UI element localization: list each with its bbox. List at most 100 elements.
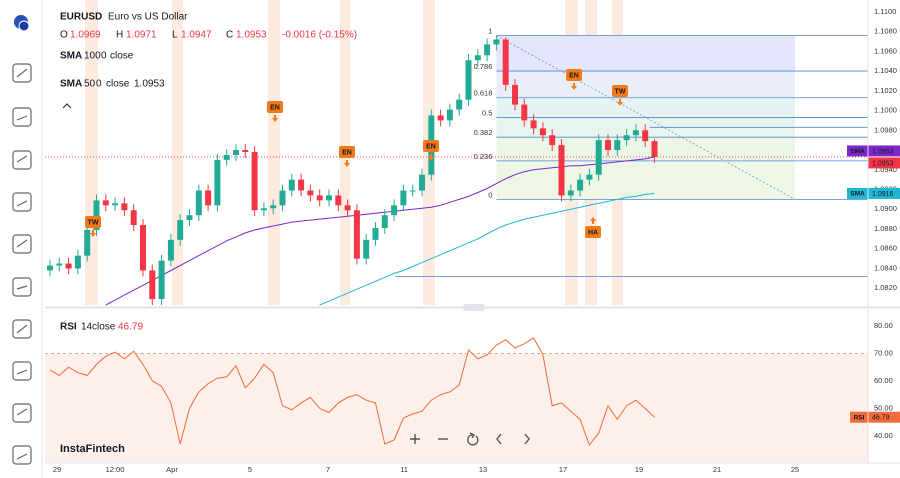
ohlc-label: H <box>116 30 123 41</box>
candle-body <box>632 130 639 136</box>
rsi-tag-name-box <box>850 411 868 423</box>
candle-body <box>195 190 202 216</box>
tool-button[interactable] <box>12 403 32 423</box>
tool-button[interactable] <box>12 277 32 297</box>
candle-body <box>205 190 212 206</box>
tool-button[interactable] <box>12 445 32 465</box>
ohlc-value: 1.0947 <box>181 30 212 41</box>
x-tick-label: 5 <box>248 465 252 474</box>
y-tick-label: 1.1060 <box>874 46 897 55</box>
candle-body <box>158 260 165 300</box>
candle-body <box>642 130 649 142</box>
indicator-period: 100 <box>84 51 101 62</box>
rsi-name: RSI <box>60 322 77 333</box>
candle-body <box>288 179 295 191</box>
y-tick-label: 1.1020 <box>874 86 897 95</box>
rsi-tag-box <box>868 411 900 423</box>
candle-body <box>409 190 416 192</box>
fib-label: 1 <box>488 27 492 36</box>
collapse-button[interactable] <box>62 103 72 109</box>
candle-body <box>233 150 239 155</box>
candle-body <box>456 99 463 110</box>
indicator-period: 50 <box>84 79 96 90</box>
layers: 1 0.786 0.618 0.5 0.382 0.236 0 TW EN EN EN EN TW HA 1… <box>45 0 900 474</box>
tool-button[interactable] <box>12 361 32 381</box>
scroll-right-button[interactable] <box>524 433 530 445</box>
fib-trend-line <box>496 35 796 200</box>
price-change: -0.0016 (-0.15%) <box>282 30 357 41</box>
ohlc-label: C <box>226 30 233 41</box>
y-tick-label: 1.1080 <box>874 27 897 36</box>
tool-glyph <box>16 453 28 460</box>
ohlc-label: O <box>60 30 68 41</box>
tool-button[interactable] <box>12 192 32 212</box>
fib-label: 0.786 <box>474 62 493 71</box>
price-tag-box <box>868 157 900 169</box>
candle-body <box>419 174 425 191</box>
candle-body <box>279 190 286 206</box>
annotation-badge <box>566 69 582 81</box>
candle-body <box>102 200 109 206</box>
annotation-badge <box>85 216 101 228</box>
rsi-value: 46.79 <box>118 322 143 333</box>
indicator-value: 1.0953 <box>134 79 165 90</box>
annotation-label: EN <box>342 149 352 156</box>
rsi-tick-label: 40.00 <box>874 431 893 440</box>
event-band <box>268 0 280 305</box>
annotation-label: HA <box>588 229 598 236</box>
symbol: EURUSD <box>60 12 102 23</box>
rsi-source: close <box>92 322 116 333</box>
candle-body <box>214 159 221 206</box>
x-tick-label: 7 <box>326 465 330 474</box>
candle-body <box>242 150 249 153</box>
tool-button[interactable] <box>12 150 32 170</box>
rsi-period: 14 <box>81 322 93 333</box>
candle-body <box>186 215 193 221</box>
candle-body <box>502 39 509 85</box>
candle-body <box>530 120 537 129</box>
candle-body <box>400 190 407 206</box>
candle-body <box>623 135 630 141</box>
candle-body <box>586 174 593 180</box>
y-tick-label: 1.0860 <box>874 244 897 253</box>
y-tick-label: 1.1040 <box>874 66 897 75</box>
indicator-offset: 0 <box>96 79 102 90</box>
annotation-arrow <box>617 99 623 106</box>
annotation-badge <box>267 101 283 113</box>
candle-body <box>363 239 370 259</box>
candle-body <box>335 195 342 206</box>
annotation-arrow <box>272 115 278 122</box>
rsi-tag-value: 46.79 <box>872 415 890 422</box>
pane-handle[interactable] <box>463 304 485 311</box>
rsi-line <box>49 337 655 447</box>
zoom-in-button[interactable] <box>410 434 420 444</box>
candle-body <box>539 128 546 136</box>
symbol-name: Euro vs US Dollar <box>108 12 188 23</box>
annotation-arrow <box>90 230 96 237</box>
tool-button[interactable] <box>12 107 32 127</box>
candle-body <box>437 115 444 121</box>
tool-button[interactable] <box>12 319 32 339</box>
annotation-label: EN <box>270 104 280 111</box>
sma100-tag-name: SMA <box>850 191 865 198</box>
candle-body <box>474 55 481 61</box>
sma100-tag-box <box>868 187 900 199</box>
x-tick-label: 13 <box>479 465 487 474</box>
ohlc-value: 1.0969 <box>70 30 101 41</box>
candle-body <box>465 60 472 100</box>
candle-body <box>130 210 137 226</box>
indicator-name: SMA <box>60 51 82 62</box>
event-band <box>172 0 183 305</box>
price-tag-value: 1.0953 <box>872 160 894 167</box>
tool-button[interactable] <box>12 63 32 83</box>
reset-button[interactable] <box>467 432 479 446</box>
tool-glyph <box>16 369 28 375</box>
fib-zone <box>496 35 795 72</box>
candle-body <box>93 200 100 230</box>
scroll-left-button[interactable] <box>496 433 502 445</box>
candle-body <box>56 263 63 266</box>
annotation-label: TW <box>88 219 99 226</box>
tool-button[interactable] <box>12 234 32 254</box>
sma50-tag-name: SMA <box>850 148 865 155</box>
